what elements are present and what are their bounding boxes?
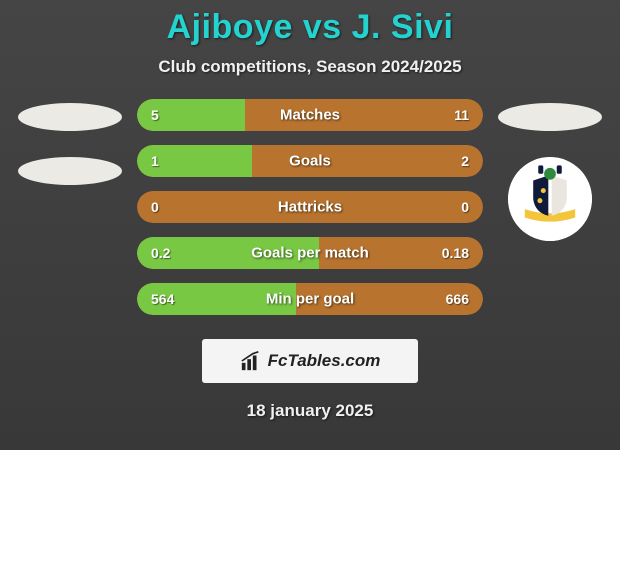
source-logo[interactable]: FcTables.com xyxy=(202,339,418,383)
player-photo-placeholder xyxy=(498,103,602,131)
stat-bar-row: 0 Hattricks 0 xyxy=(137,191,483,223)
stat-left-value: 0.2 xyxy=(151,245,170,261)
stat-label: Goals xyxy=(289,153,331,170)
crest-icon xyxy=(508,157,592,241)
stat-right-value: 0.18 xyxy=(442,245,469,261)
stat-label: Goals per match xyxy=(251,245,369,262)
stat-bar-row: 0.2 Goals per match 0.18 xyxy=(137,237,483,269)
stat-bar-row: 564 Min per goal 666 xyxy=(137,283,483,315)
bar-chart-icon xyxy=(240,350,262,372)
stat-right-value: 2 xyxy=(461,153,469,169)
date-text: 18 january 2025 xyxy=(0,401,620,421)
subtitle: Club competitions, Season 2024/2025 xyxy=(0,57,620,77)
club-crest xyxy=(508,157,592,241)
stat-bar-row: 5 Matches 11 xyxy=(137,99,483,131)
left-player-col xyxy=(15,99,125,185)
stat-label: Matches xyxy=(280,107,340,124)
content-row: 5Matches111Goals20Hattricks00.2Goals per… xyxy=(0,99,620,315)
stat-label: Min per goal xyxy=(266,291,354,308)
stat-left-value: 0 xyxy=(151,199,159,215)
stat-left-value: 1 xyxy=(151,153,159,169)
stat-right-value: 11 xyxy=(454,107,469,123)
right-player-col xyxy=(495,99,605,241)
page-title: Ajiboye vs J. Sivi xyxy=(0,8,620,47)
club-crest-placeholder xyxy=(18,157,122,185)
stat-right-value: 666 xyxy=(446,291,469,307)
stat-left-value: 5 xyxy=(151,107,159,123)
stat-left-value: 564 xyxy=(151,291,174,307)
stat-right-value: 0 xyxy=(461,199,469,215)
stat-bars: 5Matches111Goals20Hattricks00.2Goals per… xyxy=(137,99,483,315)
stat-label: Hattricks xyxy=(278,199,342,216)
logo-text: FcTables.com xyxy=(268,351,381,371)
comparison-card: Ajiboye vs J. Sivi Club competitions, Se… xyxy=(0,0,620,450)
player-photo-placeholder xyxy=(18,103,122,131)
stat-bar-row: 1 Goals 2 xyxy=(137,145,483,177)
